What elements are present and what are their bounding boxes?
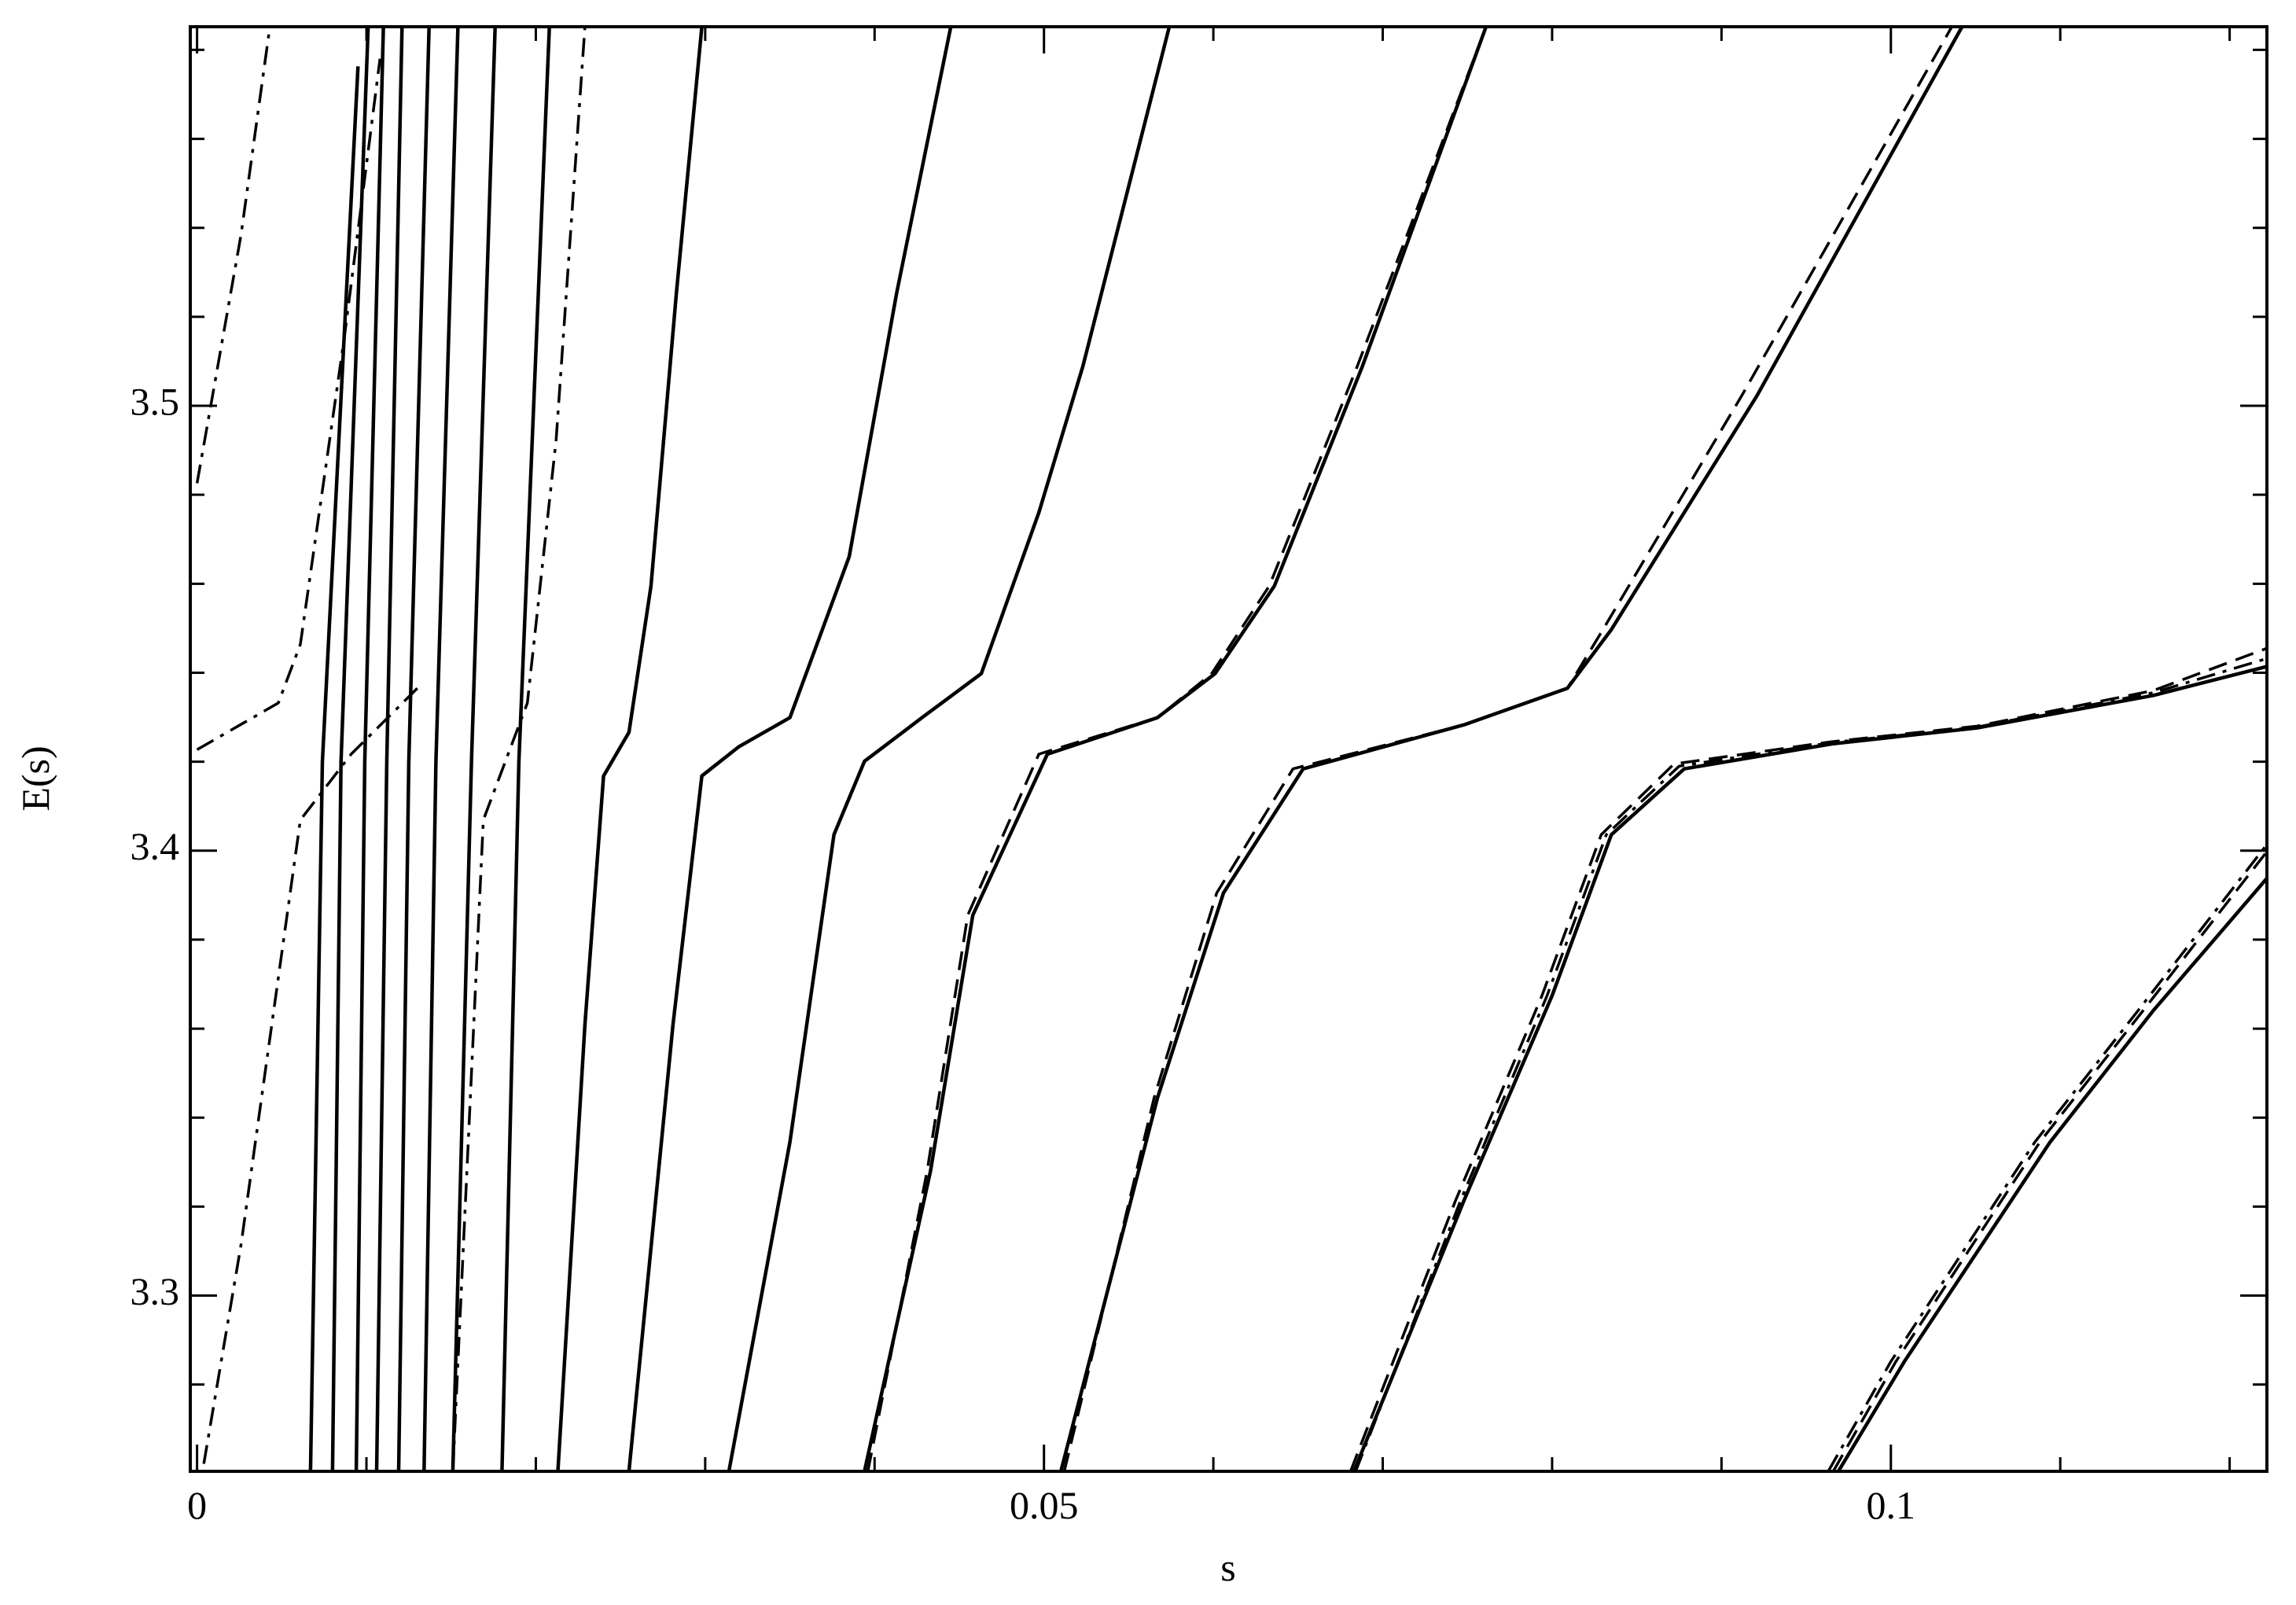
x-tick-label: 0.1: [1867, 1483, 1916, 1527]
series-line: [330, 27, 370, 1471]
y-tick-label: 3.5: [131, 379, 180, 423]
x-tick-label: 0.05: [1010, 1483, 1079, 1527]
series-line: [556, 27, 704, 1471]
lines: [195, 27, 2267, 1471]
series-line: [863, 27, 1488, 1471]
series-line: [308, 66, 360, 1471]
series-line: [196, 58, 382, 751]
series-line: [627, 27, 953, 1471]
series-line: [1062, 27, 1953, 1471]
series-line: [500, 27, 551, 1471]
series-line: [866, 27, 1488, 1471]
series-line: [396, 27, 431, 1471]
series-line: [1827, 843, 2267, 1471]
x-tick-label: 0: [187, 1483, 207, 1527]
y-tick-label: 3.3: [131, 1269, 180, 1313]
series-line: [1837, 877, 2267, 1471]
plot-frame: [189, 25, 2268, 1473]
series-line: [1831, 850, 2267, 1471]
series-line: [195, 27, 271, 484]
series-line: [1349, 646, 2267, 1471]
series-line: [1354, 657, 2267, 1471]
series-line: [451, 27, 587, 1471]
x-axis-label: s: [1220, 1545, 1235, 1589]
series-line: [727, 27, 1172, 1471]
series-line: [451, 27, 497, 1471]
series-line: [354, 27, 385, 1471]
series-line: [1352, 664, 2267, 1471]
y-axis-label: E(s): [13, 745, 57, 811]
y-tick-label: 3.4: [131, 824, 180, 868]
series-line: [422, 27, 460, 1471]
series-line: [374, 27, 404, 1471]
